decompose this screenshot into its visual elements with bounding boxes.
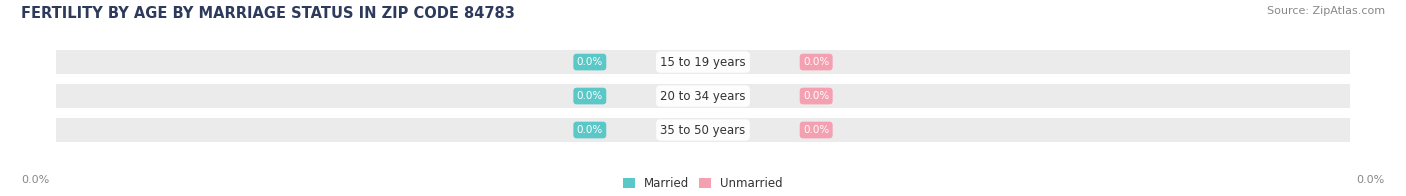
Text: 15 to 19 years: 15 to 19 years bbox=[661, 56, 745, 69]
Text: 0.0%: 0.0% bbox=[576, 91, 603, 101]
Text: 0.0%: 0.0% bbox=[576, 57, 603, 67]
Bar bbox=[56, 84, 1350, 108]
Text: 0.0%: 0.0% bbox=[576, 125, 603, 135]
Text: 20 to 34 years: 20 to 34 years bbox=[661, 90, 745, 103]
Text: Source: ZipAtlas.com: Source: ZipAtlas.com bbox=[1267, 6, 1385, 16]
Legend: Married, Unmarried: Married, Unmarried bbox=[623, 177, 783, 190]
Bar bbox=[56, 50, 1350, 74]
Text: 0.0%: 0.0% bbox=[1357, 175, 1385, 185]
Text: 35 to 50 years: 35 to 50 years bbox=[661, 123, 745, 136]
Text: 0.0%: 0.0% bbox=[21, 175, 49, 185]
Text: FERTILITY BY AGE BY MARRIAGE STATUS IN ZIP CODE 84783: FERTILITY BY AGE BY MARRIAGE STATUS IN Z… bbox=[21, 6, 515, 21]
Bar bbox=[56, 118, 1350, 142]
Text: 0.0%: 0.0% bbox=[803, 91, 830, 101]
Text: 0.0%: 0.0% bbox=[803, 57, 830, 67]
Text: 0.0%: 0.0% bbox=[803, 125, 830, 135]
